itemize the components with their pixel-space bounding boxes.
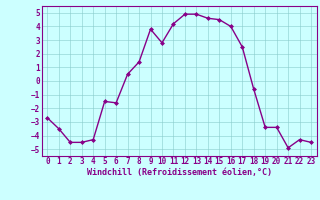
X-axis label: Windchill (Refroidissement éolien,°C): Windchill (Refroidissement éolien,°C): [87, 168, 272, 177]
